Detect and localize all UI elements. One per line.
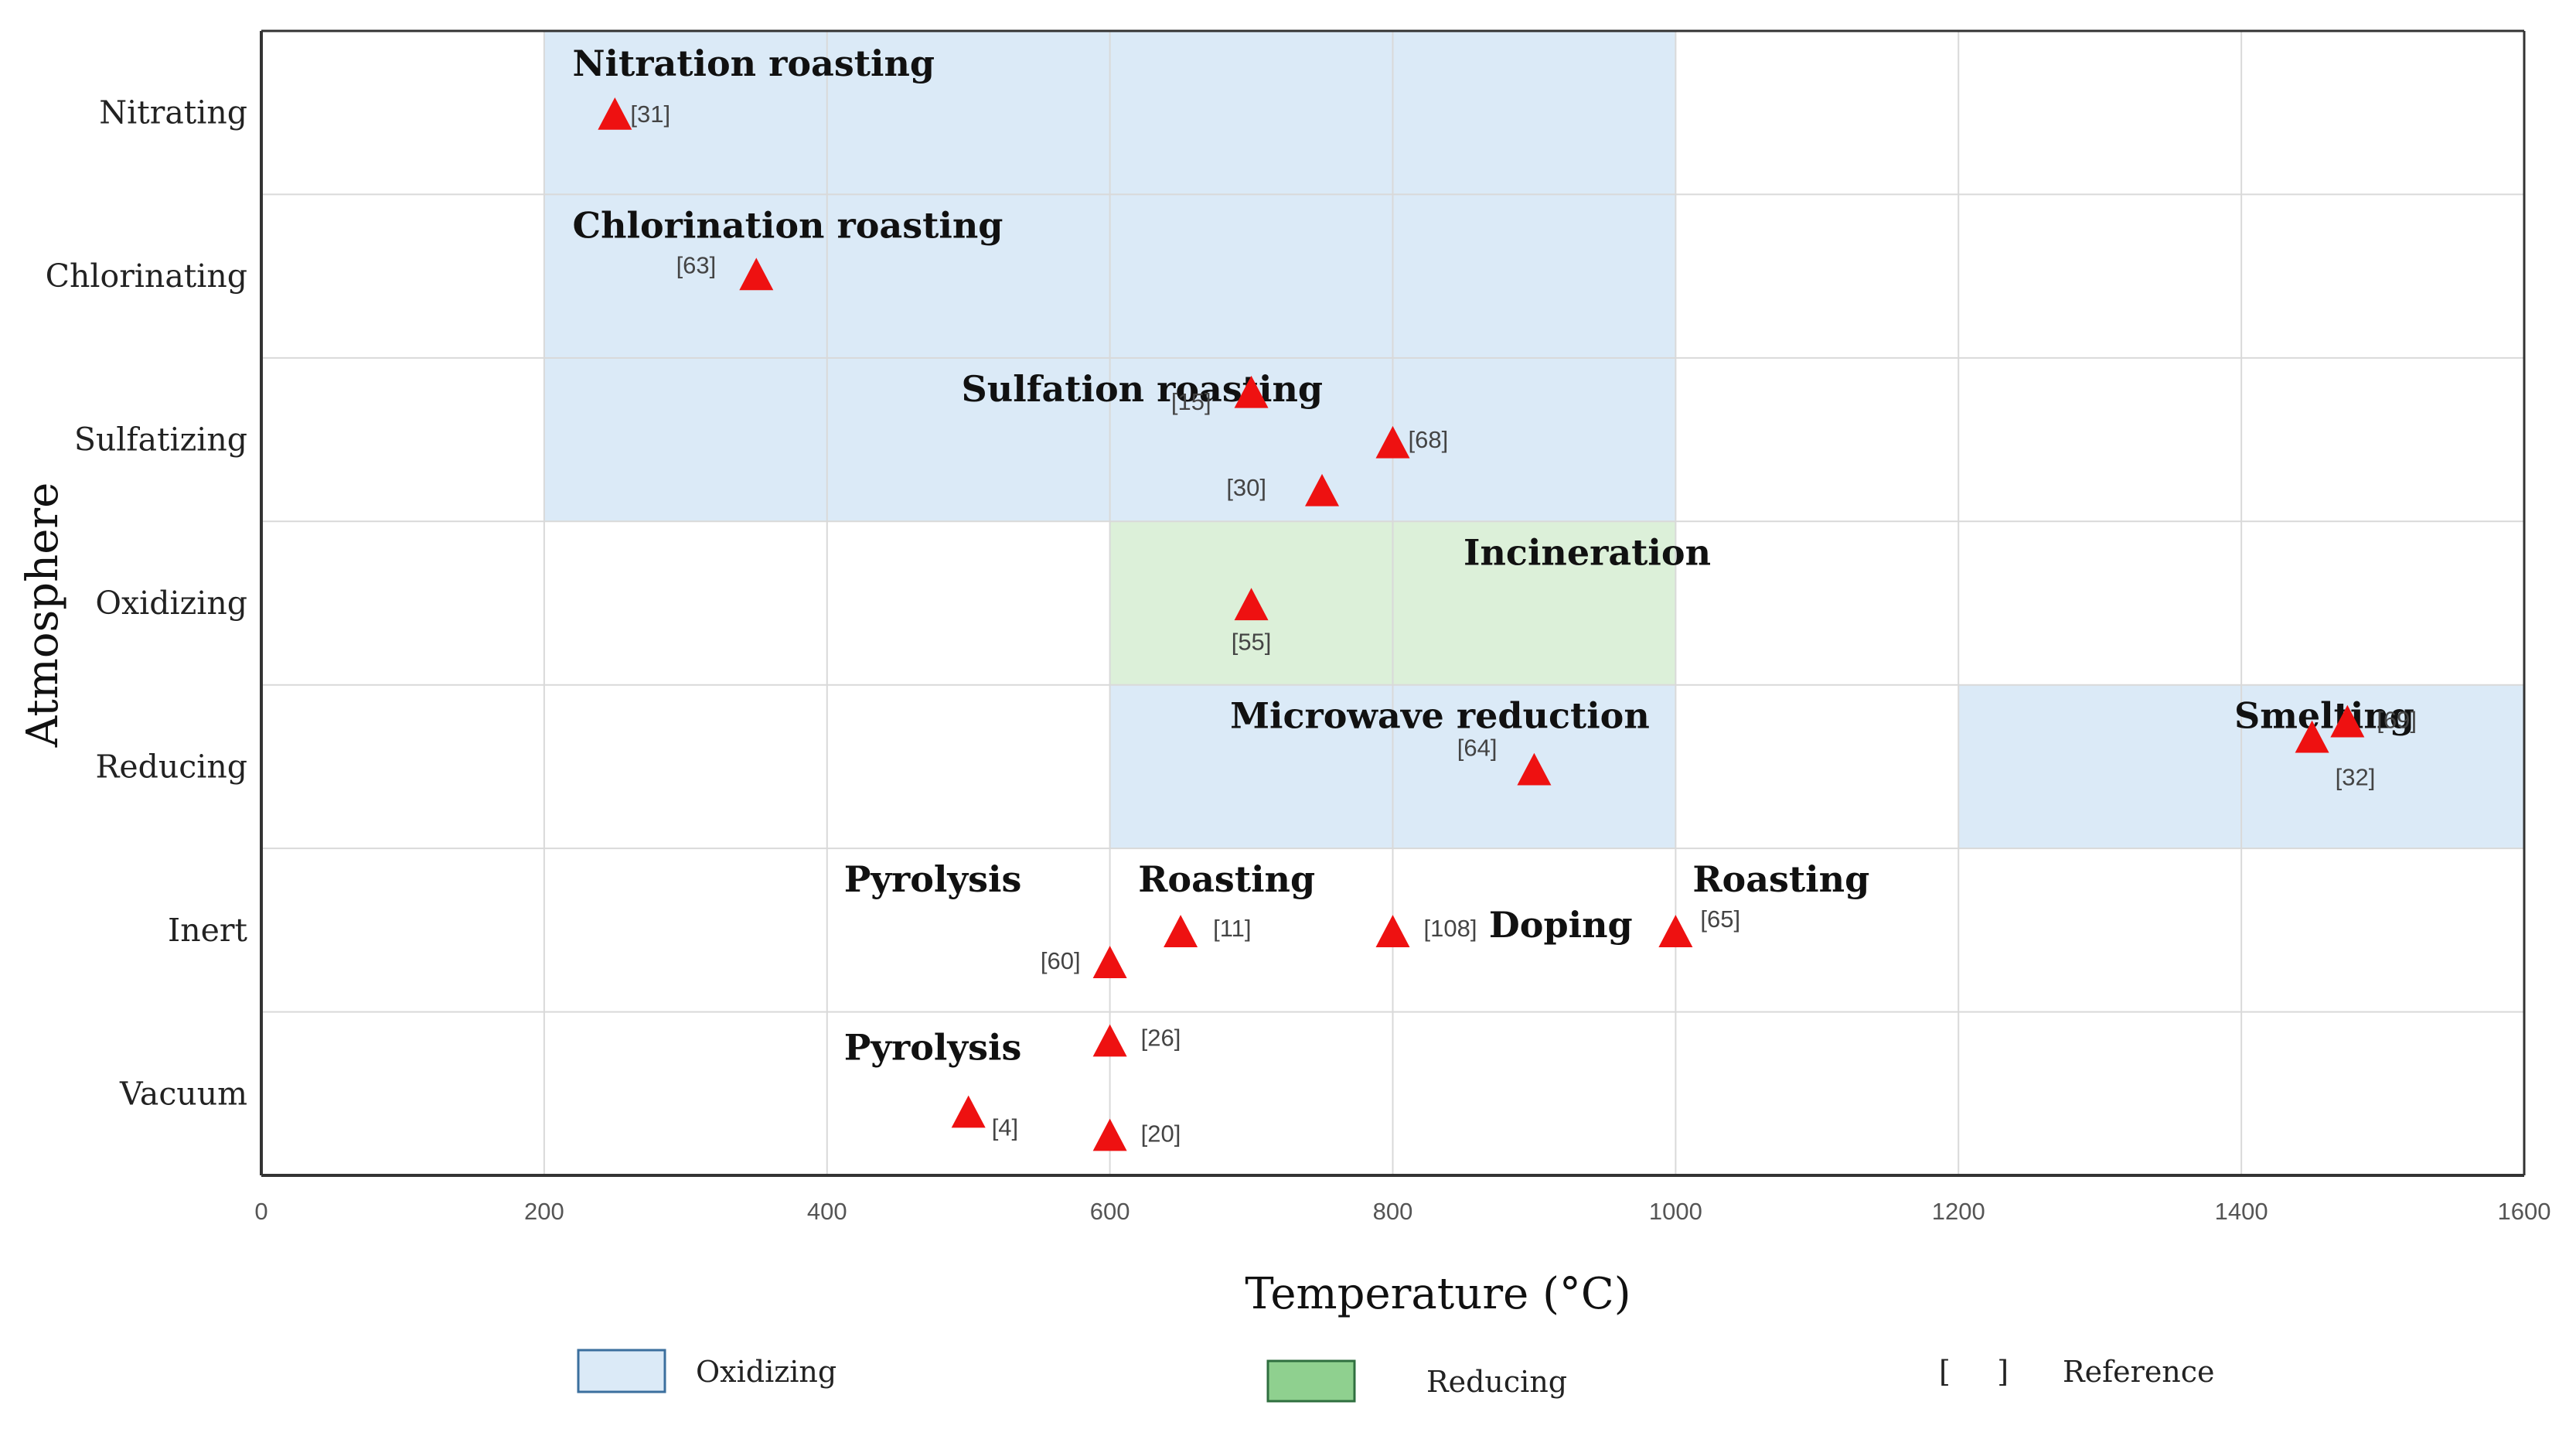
reference-label: [26] <box>1141 1025 1181 1052</box>
region-label: Incineration <box>1463 531 1711 573</box>
x-tick-label: 1000 <box>1649 1198 1702 1225</box>
legend-oxidizing-label: Oxidizing <box>696 1355 837 1389</box>
reference-label: [60] <box>1041 947 1081 974</box>
x-tick-label: 200 <box>524 1198 564 1225</box>
reference-label: [30] <box>1226 474 1266 501</box>
reference-label: [69] <box>2377 707 2417 734</box>
process-label: Doping <box>1489 904 1633 946</box>
data-point-marker-15 <box>1092 1118 1127 1151</box>
legend-reference-label: Reference <box>2063 1355 2215 1389</box>
data-point-marker-1 <box>739 257 774 291</box>
reference-label: [15] <box>1171 388 1211 415</box>
x-tick-label: 1600 <box>2498 1198 2551 1225</box>
data-point-marker-3 <box>1375 425 1410 459</box>
y-tick-label: Sulfatizing <box>74 421 247 459</box>
reference-label: [68] <box>1409 426 1449 453</box>
region-label: Nitration roasting <box>572 43 935 84</box>
legend-reducing-swatch <box>1266 1359 1356 1403</box>
x-tick-label: 600 <box>1090 1198 1130 1225</box>
reference-label: [108] <box>1424 915 1477 942</box>
data-point-marker-5 <box>1234 588 1269 621</box>
data-point-marker-2 <box>1234 375 1269 408</box>
reference-label: [11] <box>1213 915 1251 942</box>
reference-label: [63] <box>676 251 717 278</box>
region-label: Sulfation roasting <box>962 368 1324 410</box>
process-label: Roasting <box>1138 858 1315 900</box>
legend-oxidizing-swatch <box>577 1349 666 1393</box>
y-tick-label: Oxidizing <box>95 585 247 622</box>
data-point-marker-13 <box>1092 1024 1127 1057</box>
data-point-marker-10 <box>1375 915 1410 947</box>
y-tick-label: Chlorinating <box>46 257 247 295</box>
reference-label: [64] <box>1457 735 1498 762</box>
reference-label: [4] <box>992 1114 1018 1141</box>
y-tick-labels: Nitrating Chlorinating Sulfatizing Oxidizin… <box>46 94 248 1113</box>
process-label: Roasting <box>1692 858 1869 900</box>
reference-label: [65] <box>1700 905 1740 933</box>
y-axis-label: Atmosphere <box>18 483 68 748</box>
y-tick-label: Inert <box>168 912 247 949</box>
data-points: [31] [63] [15] [68] [30] [55] [64] [69] [32] [11]… <box>598 97 2417 1151</box>
region-label: Microwave reduction <box>1230 695 1650 737</box>
reference-label: [32] <box>2336 764 2376 791</box>
y-tick-label: Reducing <box>95 748 247 785</box>
data-point-marker-6 <box>1517 752 1552 786</box>
reference-label: [55] <box>1232 628 1272 655</box>
reference-label: [31] <box>630 101 670 128</box>
process-label: Pyrolysis <box>844 1027 1022 1069</box>
data-point-marker-9 <box>1164 915 1198 947</box>
x-tick-label: 1200 <box>1932 1198 1985 1225</box>
data-point-marker-12 <box>1092 946 1127 978</box>
legend-reference-bracket: [ ] <box>1939 1355 2009 1389</box>
region-labels: Nitration roasting Chlorination roasting S… <box>572 43 2414 1069</box>
y-tick-label: Nitrating <box>99 94 247 131</box>
data-point-marker-11 <box>1658 915 1693 947</box>
legend-reducing-label: Reducing <box>1426 1365 1567 1399</box>
data-point-marker-0 <box>598 97 632 130</box>
x-tick-label: 800 <box>1373 1198 1413 1225</box>
data-point-marker-7 <box>2330 704 2365 738</box>
region-label: Smelting <box>2234 695 2414 737</box>
x-tick-label: 400 <box>807 1198 847 1225</box>
y-tick-label: Vacuum <box>119 1075 247 1112</box>
x-axis-label: Temperature (°C) <box>1245 1269 1630 1319</box>
process-label: Pyrolysis <box>844 858 1022 900</box>
reference-label: [20] <box>1141 1120 1181 1148</box>
x-tick-labels: 0 200 400 600 800 1000 1200 1400 1600 <box>254 1198 2550 1225</box>
data-point-marker-4 <box>1305 473 1340 506</box>
legend: Oxidizing Reducing [ ] Reference <box>577 1349 2215 1403</box>
data-point-marker-8 <box>2295 720 2329 753</box>
plot-frame <box>260 29 2526 1177</box>
region-label: Chlorination roasting <box>572 204 1003 246</box>
x-tick-label: 0 <box>254 1198 267 1225</box>
x-tick-label: 1400 <box>2215 1198 2268 1225</box>
data-point-marker-14 <box>951 1095 986 1128</box>
